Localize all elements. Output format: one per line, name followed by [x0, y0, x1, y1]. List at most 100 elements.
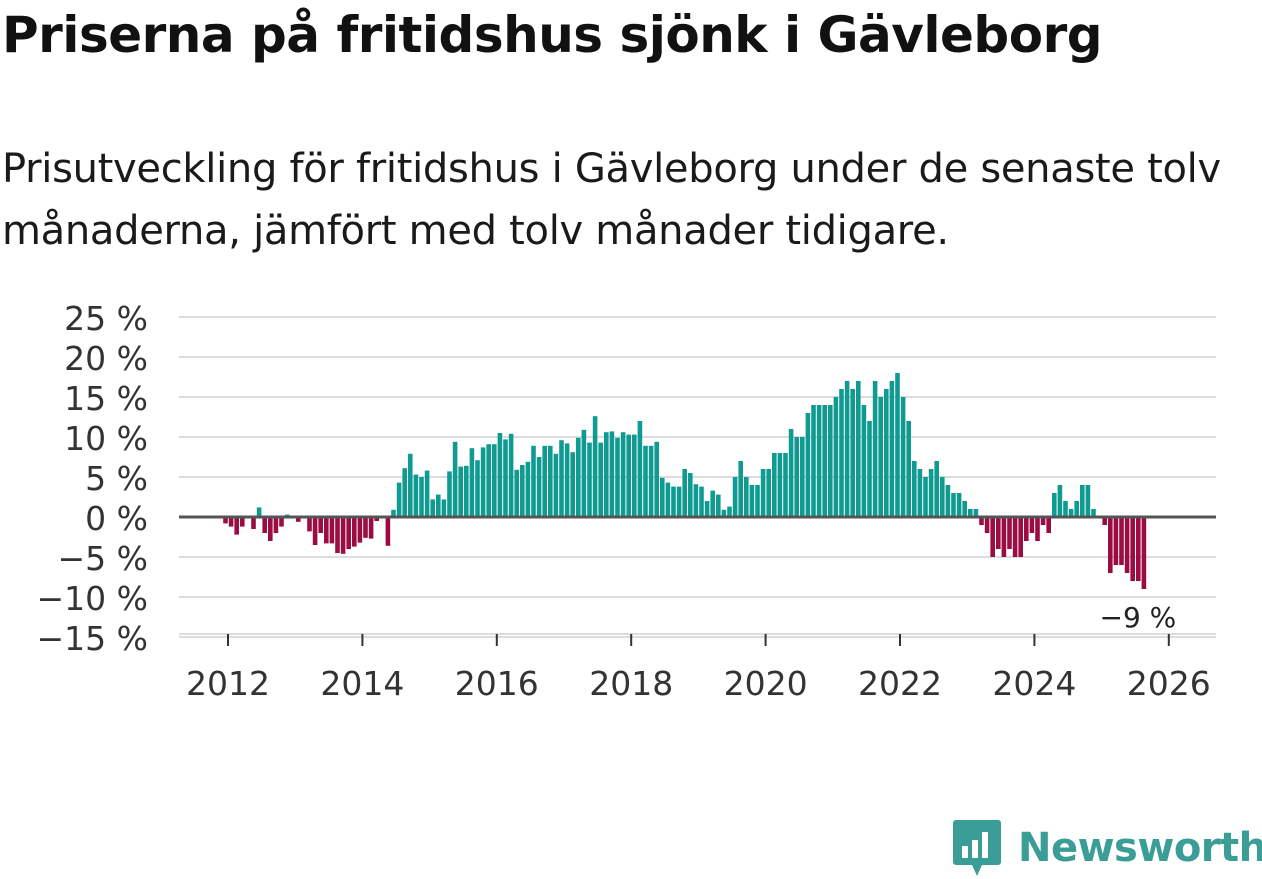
x-tick-label: 2026	[1127, 664, 1211, 703]
bar	[671, 486, 676, 517]
bar	[956, 493, 962, 517]
bar	[1007, 517, 1012, 549]
bar	[458, 466, 463, 517]
bar	[889, 381, 895, 517]
bar	[273, 517, 279, 533]
bar	[749, 485, 755, 517]
bar	[223, 517, 228, 524]
bar	[800, 437, 805, 517]
bar	[1057, 485, 1063, 517]
bar	[777, 453, 783, 517]
bar	[788, 429, 794, 517]
bar	[676, 486, 682, 517]
x-tick-label: 2014	[320, 664, 404, 703]
bar	[1029, 517, 1035, 533]
bar	[1136, 517, 1141, 581]
annotations: −9 %	[1097, 598, 1180, 637]
bar	[710, 490, 715, 517]
bar	[531, 445, 536, 517]
bar	[738, 461, 743, 517]
bar	[632, 434, 637, 517]
bar	[570, 452, 575, 517]
bar	[374, 517, 379, 521]
bar	[637, 421, 643, 517]
bar	[979, 517, 984, 525]
bar	[1046, 517, 1051, 533]
bar	[940, 477, 945, 517]
bar	[408, 453, 413, 517]
bar	[688, 473, 693, 517]
bar	[727, 506, 732, 517]
bar	[760, 469, 766, 517]
bar	[296, 517, 301, 522]
bar	[413, 474, 419, 517]
bar	[268, 517, 273, 541]
bar	[1074, 501, 1079, 517]
bar	[704, 501, 710, 517]
bar	[816, 405, 822, 517]
bar	[436, 494, 441, 517]
y-tick-label: 20 %	[64, 339, 148, 378]
bar	[419, 477, 424, 517]
bar	[329, 517, 335, 544]
bar	[620, 432, 626, 517]
y-tick-label: 10 %	[64, 419, 148, 458]
bar	[721, 509, 727, 517]
x-axis: 2012 2014 2016 2018 2020 2022 2024 2026	[179, 633, 1216, 703]
bar	[1052, 493, 1057, 517]
bar	[766, 469, 771, 517]
bar	[660, 477, 665, 517]
bar	[895, 373, 900, 517]
bar	[256, 507, 262, 517]
bar	[352, 517, 357, 547]
x-tick-label: 2012	[186, 664, 270, 703]
bar	[581, 429, 587, 517]
bar	[452, 441, 458, 517]
bar	[520, 465, 525, 517]
bar	[850, 389, 855, 517]
bar	[564, 443, 570, 517]
bar	[1130, 517, 1135, 581]
bar	[805, 413, 811, 517]
bar	[1085, 485, 1091, 517]
bar	[402, 468, 407, 517]
bar	[867, 421, 872, 517]
bar	[772, 453, 777, 517]
bar	[928, 469, 934, 517]
bar	[385, 517, 391, 546]
bar	[357, 517, 363, 543]
y-tick-label: 5 %	[85, 459, 148, 498]
bar	[951, 493, 956, 517]
bar	[1063, 501, 1068, 517]
bar	[693, 484, 699, 517]
bar	[917, 469, 923, 517]
bar	[307, 517, 312, 532]
bar	[553, 453, 559, 517]
bar	[1012, 517, 1018, 557]
bar	[615, 437, 620, 517]
newsworthy-logo: Newsworthy	[952, 818, 1262, 878]
bar	[1119, 517, 1124, 565]
chart-subtitle: Prisutveckling för fritidshus i Gävlebor…	[2, 146, 1221, 254]
bar	[1040, 517, 1046, 525]
bar	[441, 499, 447, 517]
bar	[912, 461, 917, 517]
bar	[1108, 517, 1113, 573]
bar	[251, 517, 256, 529]
x-tick-label: 2024	[992, 664, 1076, 703]
bar	[1035, 517, 1040, 541]
bar	[833, 397, 839, 517]
bar	[604, 432, 609, 517]
bar	[884, 389, 889, 517]
bar	[234, 517, 239, 535]
bar	[856, 381, 861, 517]
bar	[973, 509, 979, 517]
bar	[559, 440, 564, 517]
bar	[744, 477, 749, 517]
bar	[962, 501, 967, 517]
bar	[475, 460, 480, 517]
bar	[340, 517, 346, 554]
bar	[699, 486, 704, 517]
bar	[447, 471, 452, 517]
bar	[368, 517, 374, 539]
